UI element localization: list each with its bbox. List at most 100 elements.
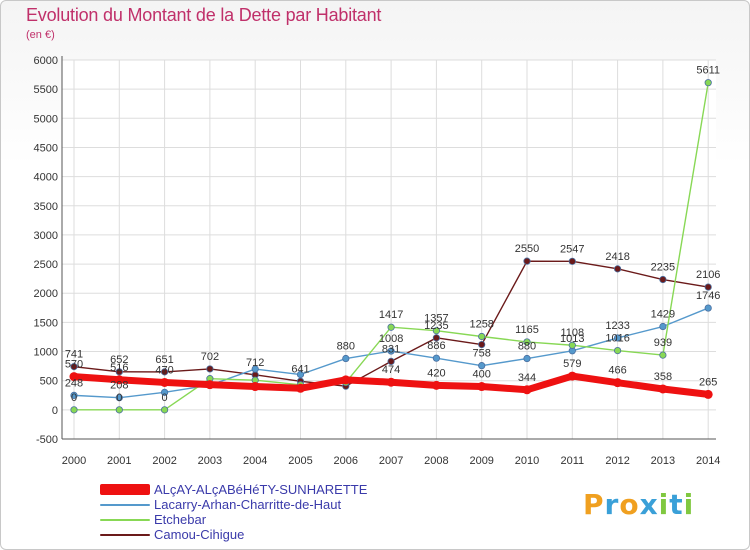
data-label: 652: [110, 354, 128, 366]
data-label: 939: [654, 337, 672, 349]
data-point: [568, 257, 576, 265]
y-tick-label: 4500: [34, 142, 58, 154]
data-label: 880: [337, 341, 355, 353]
data-point: [523, 354, 531, 363]
data-point: [432, 327, 440, 335]
data-label: 1233: [605, 320, 629, 332]
data-label: 265: [699, 376, 717, 388]
data-label: 712: [246, 357, 264, 369]
data-point: [161, 406, 169, 414]
data-point: [161, 368, 169, 376]
data-label: 248: [65, 377, 83, 389]
y-tick-label: 3000: [34, 230, 58, 242]
data-point: [704, 304, 712, 312]
legend-label: Etchebar: [154, 512, 207, 527]
data-label: 1417: [379, 309, 403, 321]
data-point: [387, 347, 395, 355]
legend-item: Lacarry-Arhan-Charritte-de-Haut: [100, 497, 367, 512]
data-point: [69, 372, 79, 382]
data-label: 1108: [560, 327, 584, 339]
data-point: [613, 378, 623, 388]
data-point: [342, 354, 350, 363]
x-tick-label: 2008: [424, 455, 448, 467]
data-label: 570: [65, 359, 83, 371]
y-tick-label: 5500: [34, 84, 58, 96]
data-label: 641: [291, 363, 309, 375]
data-label: 1258: [469, 318, 493, 330]
data-label: 2550: [515, 243, 539, 255]
x-tick-label: 2010: [515, 455, 539, 467]
x-tick-label: 2001: [107, 455, 131, 467]
data-label: 420: [427, 367, 445, 379]
data-label: 2106: [696, 269, 720, 281]
x-tick-label: 2012: [605, 455, 629, 467]
data-point: [296, 383, 305, 393]
data-label: 880: [518, 341, 536, 353]
data-point: [659, 351, 667, 359]
data-point: [523, 257, 531, 265]
data-label: 886: [427, 340, 445, 352]
data-point: [296, 370, 305, 379]
data-point: [477, 382, 487, 392]
y-tick-label: -500: [36, 434, 58, 446]
data-label: 1429: [651, 309, 675, 321]
data-point: [613, 265, 622, 273]
data-point: [432, 354, 440, 362]
y-tick-label: 6000: [34, 55, 58, 67]
data-label: 1008: [379, 333, 403, 345]
data-point: [70, 391, 78, 399]
x-tick-label: 2009: [469, 455, 493, 467]
data-point: [478, 332, 486, 341]
data-point: [387, 323, 395, 331]
data-point: [613, 347, 622, 355]
data-point: [704, 283, 712, 291]
plot-area: [62, 60, 716, 439]
data-label: 0: [116, 392, 122, 404]
chart-subtitle: (en €): [26, 29, 55, 41]
data-point: [478, 340, 486, 349]
data-point: [250, 382, 260, 392]
data-point: [70, 363, 78, 371]
legend-label: ALçAY-ALçABéHéTY-SUNHARETTE: [154, 482, 368, 497]
x-tick-label: 2013: [651, 455, 675, 467]
x-tick-label: 2011: [560, 455, 584, 467]
y-tick-label: 2000: [34, 288, 58, 300]
y-tick-label: 4000: [34, 172, 58, 184]
legend-item: Camou-Cihigue: [100, 527, 367, 542]
data-label: 2235: [651, 262, 675, 274]
data-point: [115, 394, 123, 402]
data-label: 400: [473, 369, 491, 381]
data-point: [478, 362, 486, 370]
x-tick-label: 2007: [379, 455, 403, 467]
legend-label: Lacarry-Arhan-Charritte-de-Haut: [154, 497, 342, 512]
y-tick-label: 3500: [34, 201, 58, 213]
data-point: [613, 334, 622, 342]
x-tick-label: 2000: [62, 455, 86, 467]
data-label: 208: [110, 380, 128, 392]
data-label: 2418: [605, 251, 629, 263]
data-label: 516: [110, 362, 128, 374]
data-point: [704, 79, 712, 87]
data-point: [522, 385, 532, 395]
data-point: [659, 275, 667, 284]
data-point: [431, 380, 441, 390]
legend-swatch: [100, 518, 150, 521]
data-point: [523, 338, 531, 346]
data-point: [659, 322, 667, 331]
x-tick-label: 2004: [243, 455, 267, 467]
data-point: [567, 371, 577, 381]
x-tick-label: 2003: [198, 455, 222, 467]
legend-item: ALçAY-ALçABéHéTY-SUNHARETTE: [100, 482, 367, 497]
proxiti-logo: Proxiti: [583, 488, 695, 521]
x-tick-label: 2005: [288, 455, 312, 467]
x-tick-label: 2014: [696, 455, 720, 467]
y-tick-label: 2500: [34, 259, 58, 271]
data-label: 0: [71, 392, 77, 404]
data-label: 1165: [515, 324, 539, 336]
data-label: 1016: [605, 333, 629, 345]
data-label: 5611: [696, 65, 720, 77]
data-point: [658, 384, 668, 394]
data-label: 702: [201, 351, 219, 363]
data-label: 1746: [696, 290, 720, 302]
